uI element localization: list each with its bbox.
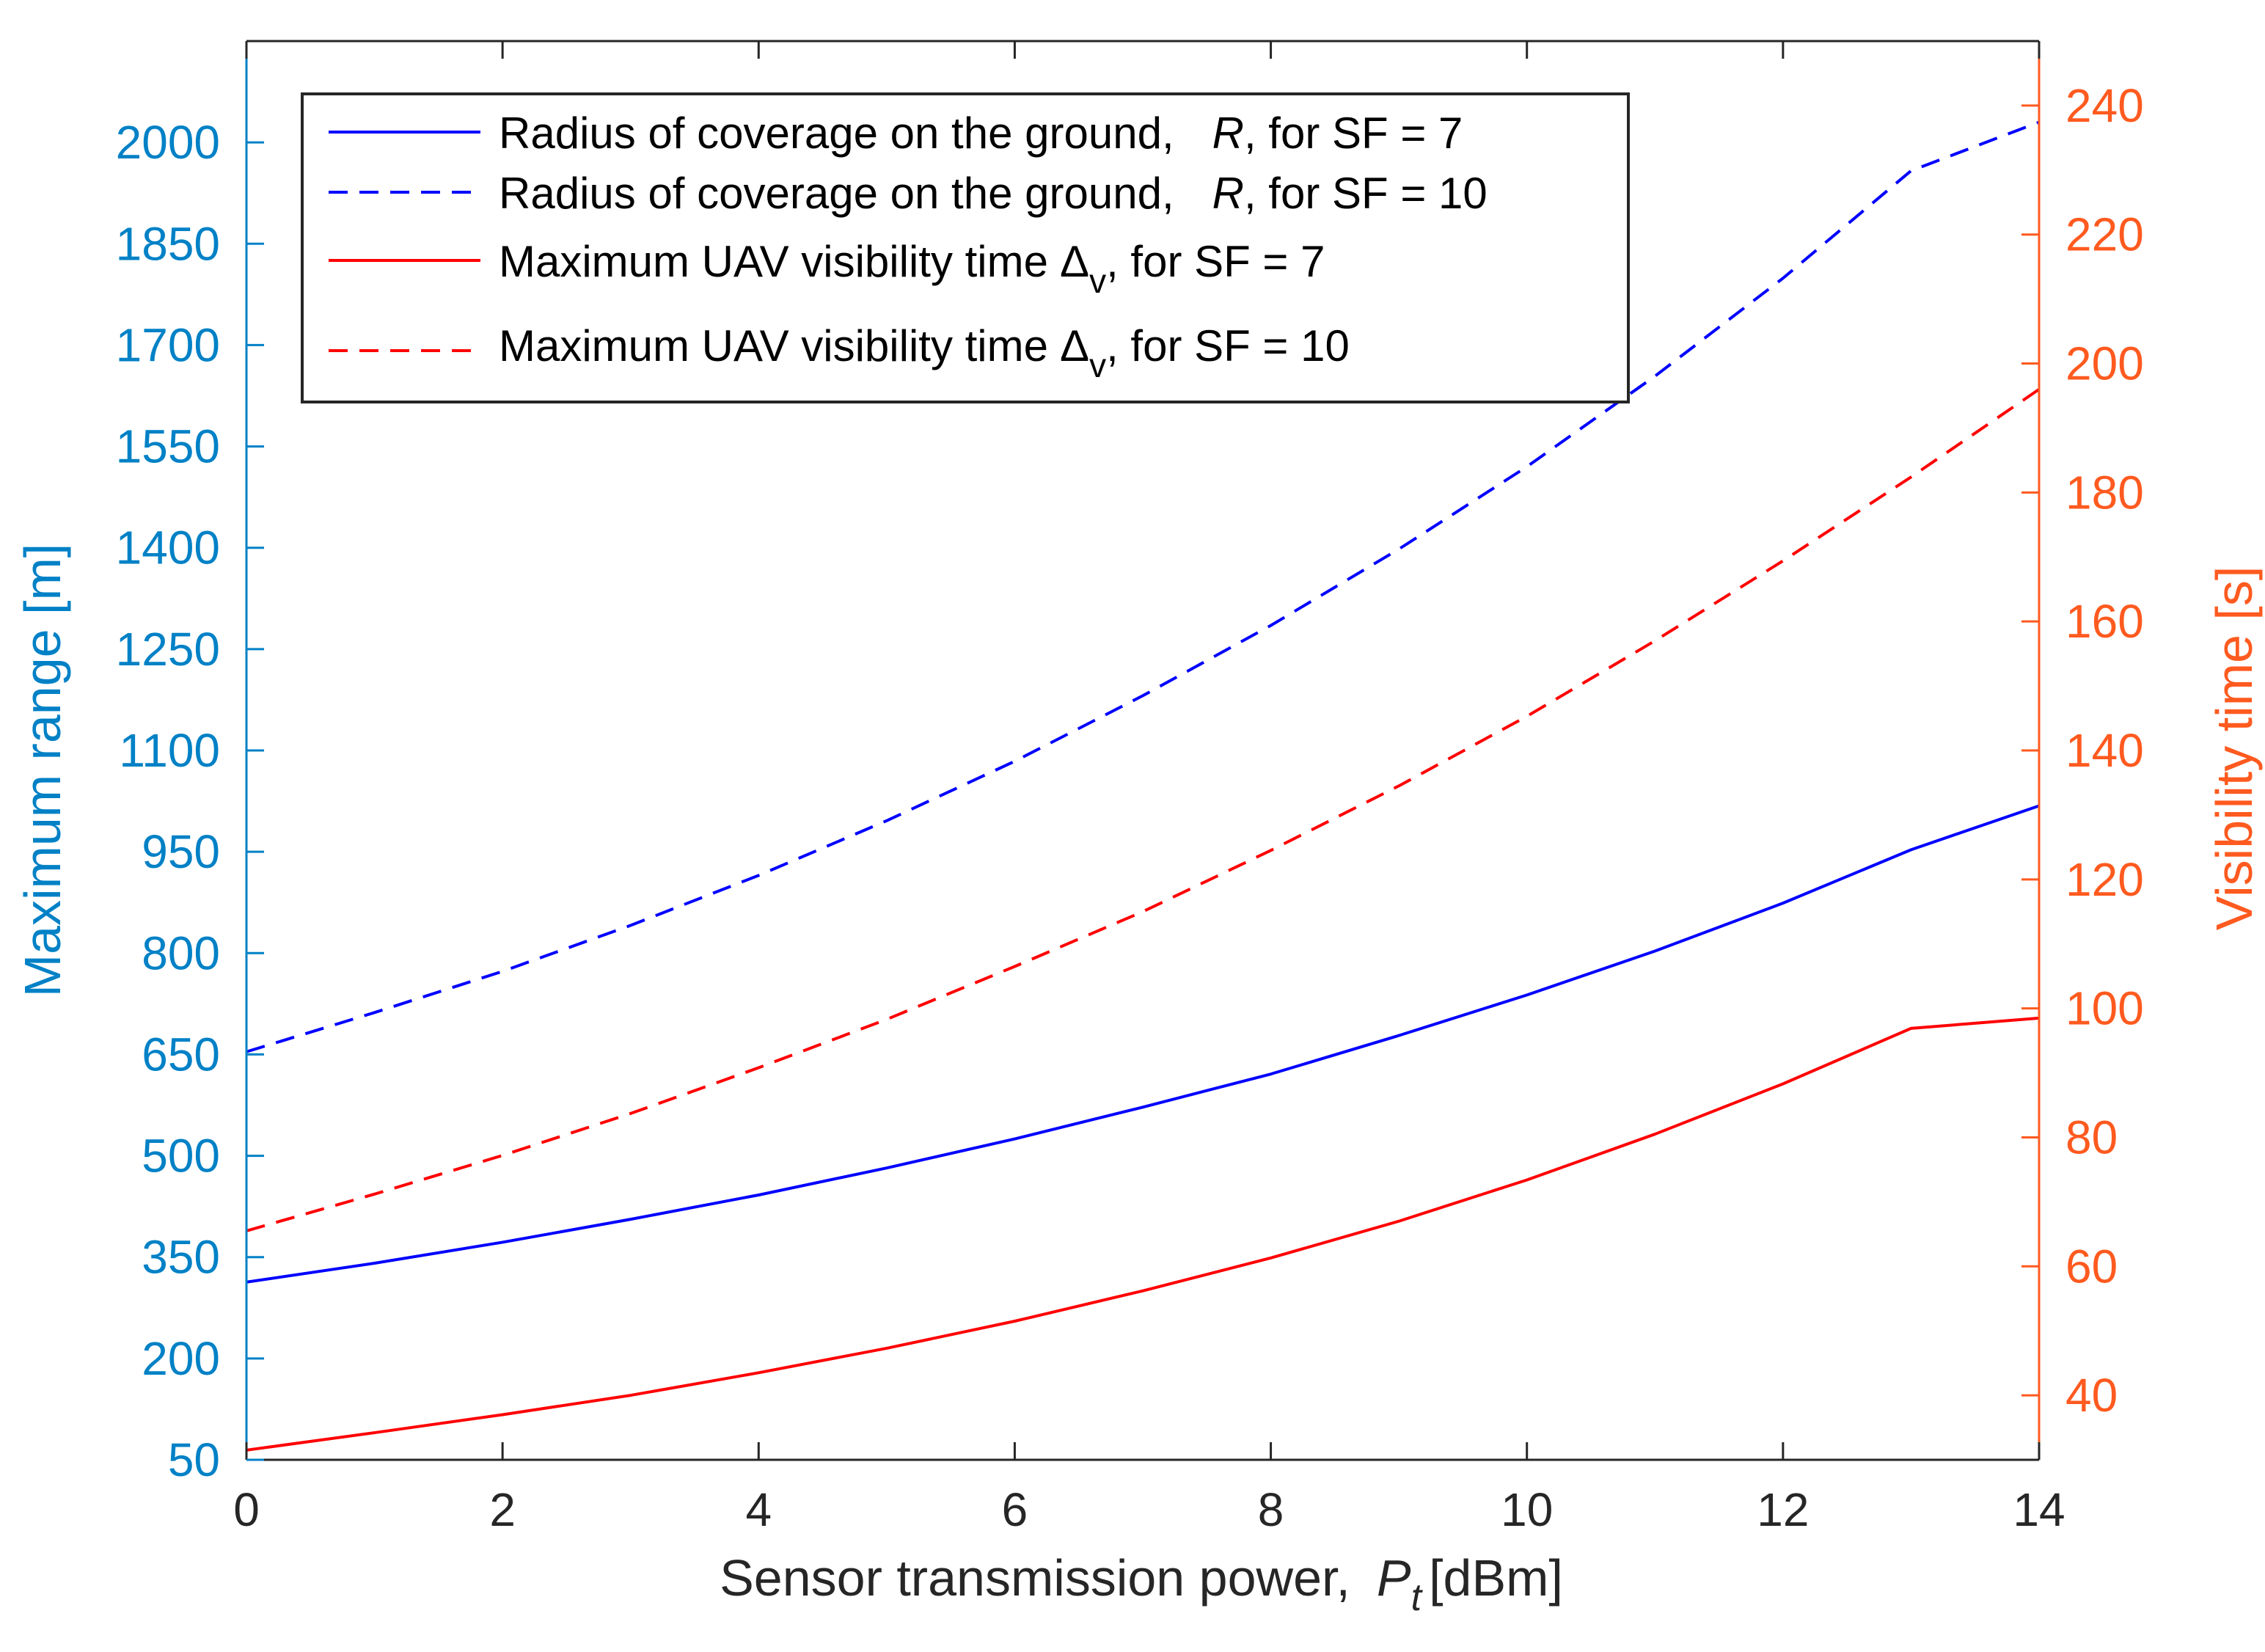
y-left-tick-label: 1250 bbox=[116, 623, 220, 676]
y-right-tick-label: 160 bbox=[2065, 595, 2144, 648]
legend-label-r-sf10: Radius of coverage on the ground, R, for … bbox=[499, 169, 1488, 218]
legend-box bbox=[301, 92, 1630, 403]
y-left-tick-label: 200 bbox=[142, 1332, 220, 1385]
series-line-3 bbox=[246, 1016, 2040, 1452]
series-line-2 bbox=[246, 120, 2040, 1053]
legend-label-r-sf7: Radius of coverage on the ground, R, for … bbox=[499, 109, 1463, 158]
x-tick-label: 14 bbox=[2013, 1483, 2065, 1536]
y-right-tick-label: 240 bbox=[2065, 79, 2144, 132]
y-left-tick-label: 950 bbox=[142, 825, 220, 878]
y-axis-right-title: Visibility time [s] bbox=[2206, 566, 2263, 931]
x-tick-label: 2 bbox=[489, 1483, 516, 1536]
y-right-tick-label: 100 bbox=[2065, 982, 2144, 1035]
legend-label-dv-sf7: Maximum UAV visibility time Δv, for SF = … bbox=[499, 237, 1325, 300]
y-left-tick-label: 500 bbox=[142, 1130, 220, 1183]
y-left-tick-label: 350 bbox=[142, 1231, 220, 1284]
y-left-tick-label: 1400 bbox=[116, 522, 220, 574]
y-left-tick-label: 50 bbox=[168, 1433, 220, 1486]
y-left-tick-label: 2000 bbox=[116, 116, 220, 169]
y-right-tick-label: 40 bbox=[2065, 1369, 2118, 1422]
y-right-tick-label: 120 bbox=[2065, 853, 2144, 906]
y-left-tick-label: 1850 bbox=[116, 217, 220, 270]
y-axis-right: 40 60 80 100 120 140 160 180 200 220 240 bbox=[2021, 79, 2144, 1422]
series-line-1 bbox=[246, 804, 2040, 1284]
y-left-tick-label: 650 bbox=[142, 1028, 220, 1081]
y-axis-left: 50 200 350 500 650 800 950 1100 1250 1400 1550 1700… bbox=[116, 116, 264, 1486]
y-left-tick-label: 1100 bbox=[119, 724, 220, 777]
x-tick-label: 12 bbox=[1757, 1483, 1809, 1536]
x-tick-label: 4 bbox=[745, 1483, 772, 1536]
y-right-tick-label: 60 bbox=[2065, 1240, 2118, 1293]
y-axis-left-title: Maximum range [m] bbox=[14, 544, 71, 997]
x-tick-label: 6 bbox=[1002, 1483, 1028, 1536]
y-left-tick-label: 800 bbox=[142, 926, 220, 979]
y-left-tick-label: 1550 bbox=[116, 420, 220, 473]
series-layer bbox=[246, 120, 2041, 1452]
series-line-4 bbox=[246, 388, 2041, 1232]
y-right-tick-label: 200 bbox=[2065, 337, 2144, 390]
x-axis-title: Sensor transmission power, Pt [dBm] bbox=[720, 1549, 1563, 1619]
x-tick-label: 8 bbox=[1258, 1483, 1284, 1536]
x-tick-label: 0 bbox=[233, 1483, 260, 1536]
y-left-tick-label: 1700 bbox=[116, 318, 220, 371]
y-right-tick-label: 140 bbox=[2065, 724, 2144, 777]
x-axis: 0 2 4 6 8 10 12 14 bbox=[233, 41, 2065, 1536]
y-right-tick-label: 80 bbox=[2065, 1111, 2118, 1163]
y-right-tick-label: 220 bbox=[2065, 208, 2144, 261]
y-right-tick-label: 180 bbox=[2065, 466, 2144, 519]
legend: Radius of coverage on the ground, R, for … bbox=[301, 92, 1630, 403]
legend-label-dv-sf10: Maximum UAV visibility time Δv, for SF = … bbox=[499, 321, 1350, 384]
x-tick-label: 10 bbox=[1501, 1483, 1553, 1536]
